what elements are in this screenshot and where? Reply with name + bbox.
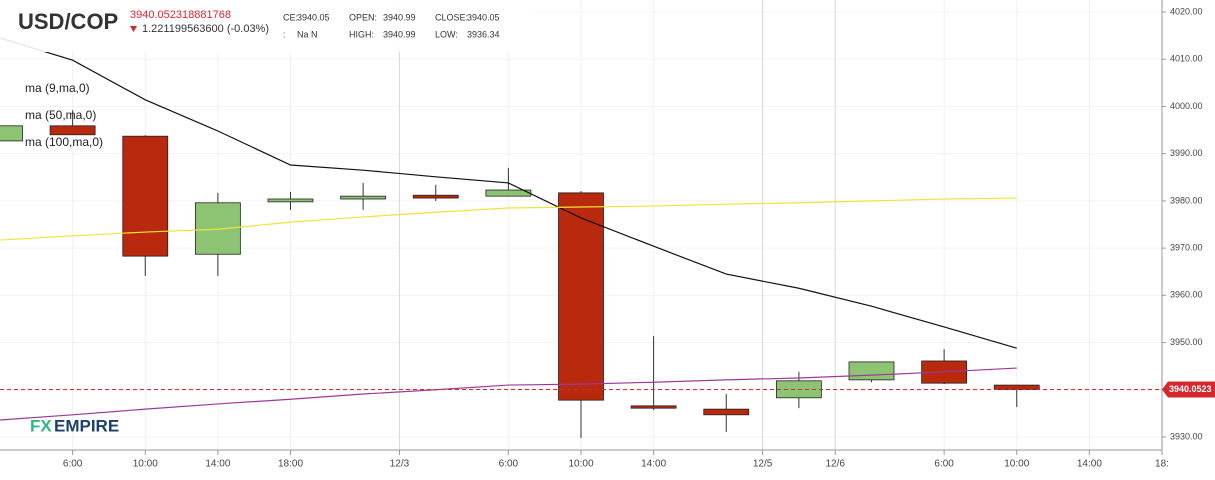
stat-label: OPEN: xyxy=(349,12,377,22)
stat-value: Na N xyxy=(297,29,318,39)
stat-value: 3940.05 xyxy=(467,12,500,22)
y-tick-label: 3970.00 xyxy=(1170,242,1203,252)
y-tick-label: 4020.00 xyxy=(1170,6,1203,16)
x-tick-label: 10:00 xyxy=(133,459,158,470)
ma-line xyxy=(0,367,1017,421)
x-tick-label: 12/3 xyxy=(390,459,410,470)
candle-body xyxy=(122,135,169,257)
ma-line xyxy=(0,37,1017,349)
candle-body xyxy=(848,361,895,381)
down-arrow xyxy=(130,26,137,32)
legend-entry: ma (50,ma,0) xyxy=(25,108,96,122)
stat-label: HIGH: xyxy=(349,29,374,39)
x-tick-label: 10:00 xyxy=(568,459,593,470)
stat-label: CLOSE: xyxy=(435,12,468,22)
stat-label: : xyxy=(283,29,286,39)
candle-body xyxy=(558,192,604,401)
candle-body xyxy=(993,384,1040,390)
x-tick-label: 6:00 xyxy=(63,459,83,470)
stat-value: 3940.99 xyxy=(383,12,416,22)
y-tick-label: 3950.00 xyxy=(1170,337,1203,347)
y-tick-label: 4000.00 xyxy=(1170,101,1203,111)
change: 1.221199563600 (-0.03%) xyxy=(142,23,269,35)
x-tick-label: 18:00 xyxy=(278,459,303,470)
x-tick-label: 6:00 xyxy=(499,459,519,470)
x-tick-label: 12/6 xyxy=(825,459,845,470)
x-tick-label: 12/5 xyxy=(753,459,773,470)
x-tick-label: 10:00 xyxy=(1004,459,1029,470)
x-tick-label: 14:00 xyxy=(641,459,666,470)
stat-label: LOW: xyxy=(435,29,458,39)
x-tick-label: 14:00 xyxy=(1077,459,1102,470)
candle-body xyxy=(630,405,677,409)
candle-body xyxy=(340,195,387,200)
y-tick-label: 3990.00 xyxy=(1170,148,1203,158)
candle-body xyxy=(703,408,750,416)
x-tick-label: 18: xyxy=(1155,459,1169,470)
candle-body xyxy=(267,198,314,203)
header-bg xyxy=(0,0,535,52)
stat-label: CE: xyxy=(283,12,298,22)
candle-body xyxy=(194,202,241,255)
x-tick-label: 6:00 xyxy=(934,459,954,470)
y-tick-label: 3960.00 xyxy=(1170,290,1203,300)
legend-entry: ma (9,ma,0) xyxy=(25,81,90,95)
candle-body xyxy=(0,125,23,142)
legend-entry: ma (100,ma,0) xyxy=(25,135,103,149)
stat-value: 3936.34 xyxy=(467,29,500,39)
last-price-tag xyxy=(1162,381,1215,398)
candle-body xyxy=(49,125,96,136)
x-tick-label: 14:00 xyxy=(205,459,230,470)
ma-line xyxy=(0,197,1017,241)
plot-area xyxy=(0,37,1162,438)
stat-value: 3940.99 xyxy=(383,29,416,39)
last-price-label: 3940.0523 xyxy=(1169,384,1212,394)
y-tick-label: 3930.00 xyxy=(1170,431,1203,441)
logo-fx: FX xyxy=(30,416,52,435)
y-tick-label: 4010.00 xyxy=(1170,54,1203,64)
y-tick-label: 3980.00 xyxy=(1170,195,1203,205)
logo-empire: EMPIRE xyxy=(54,416,119,435)
candle-body xyxy=(412,194,459,199)
symbol: USD/COP xyxy=(18,9,118,34)
price: 3940.052318881768 xyxy=(130,9,231,21)
candle-body xyxy=(485,189,532,197)
stat-value: 3940.05 xyxy=(297,12,330,22)
